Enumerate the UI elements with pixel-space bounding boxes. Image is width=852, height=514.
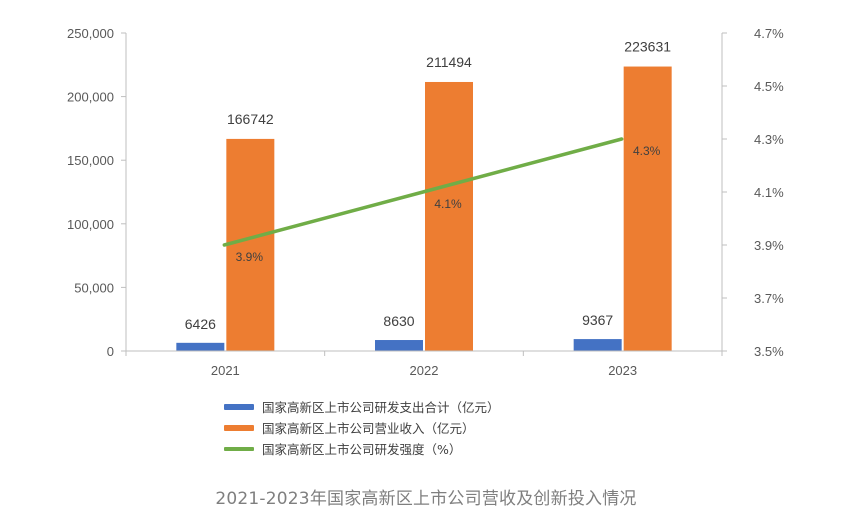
right-tick-label: 4.1% (754, 185, 784, 200)
bar-revenue (623, 66, 672, 351)
data-label-revenue: 211494 (426, 54, 472, 70)
legend-label-revenue: 国家高新区上市公司营业收入（亿元） (262, 421, 475, 436)
data-label-revenue: 166742 (227, 111, 274, 127)
left-y-axis: 0 50,000 100,000 150,000 200,000 250,000 (67, 26, 127, 359)
legend-label-intensity: 国家高新区上市公司研发强度（%） (262, 442, 462, 457)
x-tick-label: 2022 (410, 363, 439, 378)
data-label-intensity: 3.9% (236, 250, 264, 264)
figure-caption: 2021-2023年国家高新区上市公司营收及创新投入情况 (215, 489, 637, 509)
combo-chart: 0 50,000 100,000 150,000 200,000 250,000 3.5%… (67, 26, 784, 378)
right-tick-label: 4.3% (754, 132, 784, 147)
right-tick-label: 3.9% (754, 238, 784, 253)
left-tick-label: 50,000 (74, 280, 114, 295)
data-label-revenue: 223631 (624, 39, 671, 55)
legend: 国家高新区上市公司研发支出合计（亿元） 国家高新区上市公司营业收入（亿元） 国家… (224, 396, 500, 459)
data-label-expense: 8630 (383, 313, 414, 329)
legend-swatch-revenue (224, 424, 254, 431)
right-y-axis: 3.5% 3.7% 3.9% 4.1% 4.3% 4.5% 4.7% (721, 26, 784, 359)
legend-item-revenue: 国家高新区上市公司营业收入（亿元） (224, 417, 500, 438)
left-tick-label: 200,000 (67, 90, 114, 105)
x-axis: 2021 2022 2023 (125, 350, 723, 378)
legend-item-expense: 国家高新区上市公司研发支出合计（亿元） (224, 396, 500, 417)
data-label-expense: 9367 (582, 312, 613, 328)
left-tick-label: 0 (107, 344, 114, 359)
data-label-expense: 6426 (185, 316, 216, 332)
legend-swatch-expense (224, 403, 254, 410)
right-tick-label: 4.7% (754, 26, 784, 41)
data-label-intensity: 4.3% (633, 144, 661, 158)
right-tick-label: 3.7% (754, 291, 784, 306)
x-tick-label: 2021 (211, 363, 240, 378)
left-tick-label: 150,000 (67, 153, 114, 168)
legend-item-intensity: 国家高新区上市公司研发强度（%） (224, 438, 500, 459)
right-tick-label: 4.5% (754, 79, 784, 94)
bar-expense (573, 339, 622, 351)
left-tick-label: 250,000 (67, 26, 114, 41)
bar-revenue (425, 81, 473, 352)
right-tick-label: 3.5% (754, 344, 784, 359)
legend-swatch-intensity (224, 446, 254, 451)
legend-label-expense: 国家高新区上市公司研发支出合计（亿元） (262, 400, 500, 415)
bar-series: 6426 166742 8630 211494 9367 223631 (176, 39, 672, 352)
x-tick-label: 2023 (608, 363, 637, 378)
line-series: 3.9% 4.1% 4.3% (222, 137, 661, 264)
bar-expense (375, 340, 423, 351)
bar-expense (176, 342, 225, 351)
bar-revenue (226, 138, 275, 351)
data-label-intensity: 4.1% (434, 197, 462, 211)
left-tick-label: 100,000 (67, 217, 114, 232)
